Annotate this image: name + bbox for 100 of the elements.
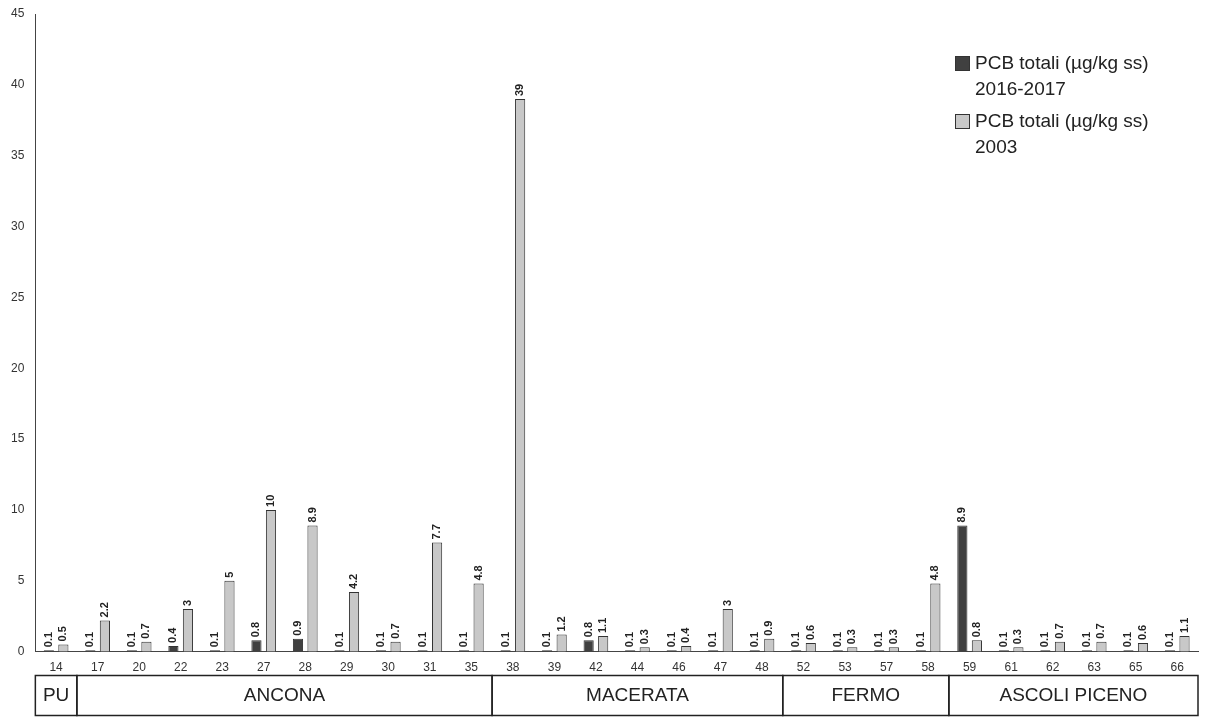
data-label: 0.1 bbox=[623, 631, 636, 648]
x-tick-label: 53 bbox=[838, 660, 853, 675]
data-label: 0.1 bbox=[664, 631, 677, 648]
data-label: 0.1 bbox=[1163, 631, 1175, 648]
x-tick-label: 39 bbox=[547, 660, 562, 675]
data-label: 0.1 bbox=[457, 631, 470, 648]
data-label: 0.7 bbox=[388, 623, 401, 639]
data-label: 0.1 bbox=[747, 631, 760, 648]
data-label: 1.1 bbox=[596, 617, 609, 634]
data-label: 0.1 bbox=[789, 631, 802, 648]
data-label: 1.2 bbox=[554, 616, 567, 632]
x-tick-label: 65 bbox=[1129, 660, 1143, 675]
x-tick-label: 66 bbox=[1170, 660, 1185, 675]
data-label: 0.9 bbox=[762, 620, 775, 636]
y-tick-label: 5 bbox=[17, 573, 25, 588]
data-label: 0.7 bbox=[1094, 623, 1107, 639]
data-label: 0.1 bbox=[498, 631, 511, 648]
data-label: 1.1 bbox=[1177, 617, 1190, 634]
data-label: 0.8 bbox=[581, 621, 594, 638]
data-label: 3 bbox=[180, 599, 193, 607]
x-tick-label: 31 bbox=[423, 660, 437, 675]
x-tick-label: 20 bbox=[132, 660, 147, 675]
x-tick-label: 57 bbox=[879, 660, 894, 675]
data-label: 0.1 bbox=[1079, 631, 1092, 648]
data-label: 39 bbox=[513, 83, 526, 97]
y-tick-label: 25 bbox=[10, 289, 25, 304]
data-label: 0.1 bbox=[540, 631, 553, 648]
data-label: 0.1 bbox=[706, 631, 719, 648]
x-tick-label: 58 bbox=[921, 660, 936, 675]
data-label: 8.9 bbox=[955, 507, 968, 523]
x-tick-label: 23 bbox=[215, 660, 230, 675]
x-tick-label: 62 bbox=[1045, 660, 1060, 675]
x-tick-label: 44 bbox=[630, 660, 645, 675]
y-tick-label: 45 bbox=[10, 6, 25, 21]
legend-label: PCB totali (µg/kg ss) 2016-2017 bbox=[975, 51, 1150, 101]
data-label: 0.1 bbox=[374, 631, 387, 648]
data-label: 0.6 bbox=[803, 624, 816, 641]
data-label: 5 bbox=[222, 571, 235, 578]
y-tick-label: 30 bbox=[10, 218, 25, 233]
data-label: 0.1 bbox=[124, 631, 137, 648]
data-label: 0.1 bbox=[332, 631, 345, 648]
x-tick-label: 17 bbox=[90, 660, 105, 675]
data-label: 0.1 bbox=[207, 631, 220, 648]
y-tick-label: 40 bbox=[10, 77, 25, 92]
data-label: 0.3 bbox=[637, 629, 650, 645]
x-tick-label: 22 bbox=[174, 660, 188, 675]
y-tick-label: 0 bbox=[17, 643, 25, 658]
data-label: 0.1 bbox=[83, 631, 96, 648]
x-tick-label: 59 bbox=[962, 660, 977, 675]
data-label: 0.1 bbox=[41, 631, 54, 648]
x-tick-label: 28 bbox=[298, 660, 313, 675]
data-label: 0.1 bbox=[996, 631, 1009, 648]
data-label: 0.9 bbox=[291, 620, 304, 636]
data-label: 2.2 bbox=[97, 602, 110, 618]
data-label: 0.4 bbox=[679, 626, 692, 643]
data-label: 0.1 bbox=[872, 631, 885, 648]
x-tick-label: 38 bbox=[506, 660, 520, 675]
data-label: 0.8 bbox=[249, 621, 262, 638]
x-tick-label: 52 bbox=[796, 660, 811, 675]
data-label: 0.1 bbox=[913, 631, 926, 648]
data-label: 4.8 bbox=[471, 565, 484, 581]
data-label: 0.8 bbox=[969, 621, 982, 638]
data-label: 4.2 bbox=[347, 573, 360, 590]
data-label: 0.3 bbox=[886, 629, 899, 645]
x-tick-label: 27 bbox=[257, 660, 271, 675]
data-label: 8.9 bbox=[305, 507, 318, 523]
y-tick-label: 10 bbox=[10, 502, 25, 517]
x-tick-label: 63 bbox=[1087, 660, 1102, 675]
data-label: 7.7 bbox=[430, 524, 443, 540]
x-tick-label: 29 bbox=[340, 660, 354, 675]
data-label: 0.1 bbox=[830, 631, 843, 648]
text: ASCOLI PICENO bbox=[999, 683, 1148, 705]
y-tick-label: 35 bbox=[10, 148, 25, 162]
data-label: 4.8 bbox=[928, 565, 941, 581]
y-tick-label: 20 bbox=[10, 360, 25, 375]
data-label: 0.3 bbox=[845, 629, 858, 645]
text: ANCONA bbox=[243, 683, 326, 705]
x-tick-label: 30 bbox=[381, 660, 396, 675]
data-label: 0.7 bbox=[1052, 623, 1065, 639]
data-label: 0.3 bbox=[1011, 629, 1024, 645]
x-tick-label: 46 bbox=[672, 660, 686, 675]
x-tick-label: 61 bbox=[1004, 660, 1019, 675]
data-label: 0.1 bbox=[415, 631, 428, 648]
data-label: 3 bbox=[720, 599, 733, 607]
x-tick-label: 14 bbox=[49, 660, 64, 675]
data-label: 0.1 bbox=[1121, 631, 1134, 648]
y-tick-label: 15 bbox=[10, 431, 25, 446]
data-label: 0.7 bbox=[139, 623, 152, 639]
data-label: 0.6 bbox=[1136, 624, 1149, 641]
data-label: 0.1 bbox=[1038, 631, 1051, 648]
x-tick-label: 47 bbox=[713, 660, 728, 675]
data-label: 0.5 bbox=[56, 626, 69, 642]
legend-label: PCB totali (µg/kg ss) 2003 bbox=[975, 109, 1150, 159]
x-tick-label: 42 bbox=[589, 660, 603, 675]
data-label: 10 bbox=[264, 494, 277, 507]
text: MACERATA bbox=[586, 683, 690, 705]
text: FERMO bbox=[831, 683, 901, 705]
data-label: 0.4 bbox=[166, 626, 179, 643]
x-tick-label: 48 bbox=[755, 660, 769, 675]
x-tick-label: 35 bbox=[464, 660, 479, 675]
